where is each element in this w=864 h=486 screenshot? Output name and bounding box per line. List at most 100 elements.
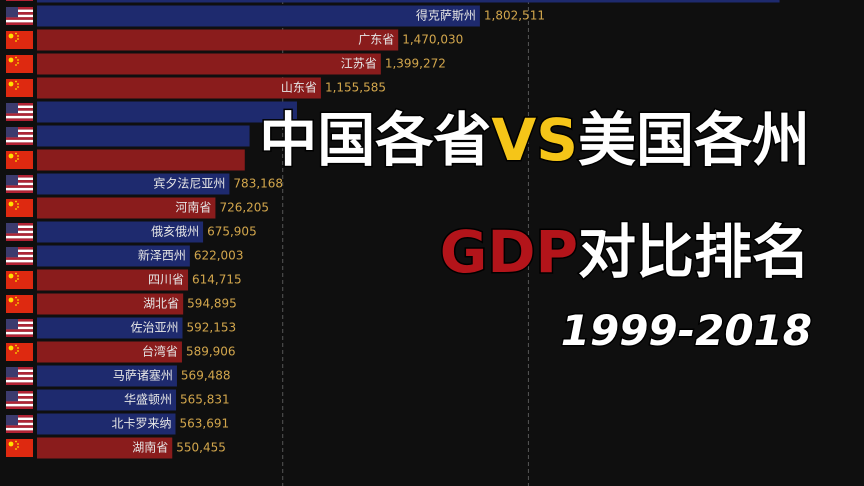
flag-star <box>17 275 19 277</box>
flag-star <box>15 448 17 450</box>
bar <box>37 197 216 219</box>
flag-stripe <box>6 129 33 133</box>
flag-star <box>17 83 19 85</box>
title-rest: 对比排名 <box>578 218 810 286</box>
bar-row: 湖北省 594,895 <box>6 293 237 315</box>
flag-field <box>6 295 33 313</box>
flag-stripe <box>6 7 33 10</box>
flag-stripe <box>6 235 33 239</box>
flag-star <box>15 160 17 162</box>
bar-row: 得克萨斯州 1,802,511 <box>6 5 545 27</box>
flag-icon <box>6 7 33 25</box>
flag-star <box>15 344 17 347</box>
flag-stripe <box>6 175 33 178</box>
flag-stripe <box>6 379 33 383</box>
flag-star <box>8 153 14 159</box>
bar-value-label: 614,715 <box>192 273 242 287</box>
flag-stripe <box>6 9 33 13</box>
flag-icon <box>6 151 33 169</box>
flag-stripe <box>6 139 33 143</box>
flag-star <box>17 446 19 448</box>
flag-stripe <box>6 374 33 378</box>
flag-canton <box>6 415 18 426</box>
flag-stripe <box>6 238 33 241</box>
bar <box>37 293 184 315</box>
flag-stripe <box>6 334 33 337</box>
bar-value-label: 1,155,585 <box>325 81 386 95</box>
flag-star <box>17 62 19 64</box>
flag-stripe <box>6 326 33 330</box>
flag-icon <box>6 175 33 193</box>
flag-star <box>17 155 19 157</box>
flag-stripe <box>6 398 33 402</box>
flag-stripe <box>6 19 33 23</box>
flag-canton <box>6 127 18 138</box>
bar-value-label: 563,691 <box>180 417 230 431</box>
flag-star <box>15 40 17 42</box>
flag-stripe <box>6 14 33 18</box>
bar <box>37 365 177 387</box>
bar-category-label: 华盛顿州 <box>124 392 172 407</box>
flag-star <box>15 272 17 275</box>
bar <box>37 173 230 195</box>
title-years: 1999-2018 <box>561 306 812 355</box>
bar-value-label: 569,488 <box>181 369 231 383</box>
flag-star <box>15 200 17 203</box>
flag-stripe <box>6 142 33 145</box>
flag-star <box>15 352 17 354</box>
flag-star <box>8 273 14 279</box>
bar <box>37 101 297 123</box>
flag-stripe <box>6 113 33 116</box>
flag-stripe <box>6 177 33 181</box>
flag-star <box>17 38 19 40</box>
flag-canton <box>6 7 18 18</box>
flag-icon <box>6 0 33 1</box>
flag-canton <box>6 319 18 330</box>
bar-category-label: 四川省 <box>148 273 184 287</box>
bar-category-label: 广东省 <box>358 33 394 47</box>
flag-icon <box>6 343 33 361</box>
flag-star <box>17 86 19 88</box>
bar-category-label: 得克萨斯州 <box>416 8 476 23</box>
flag-stripe <box>6 367 33 370</box>
flag-star <box>15 440 17 443</box>
flag-star <box>8 297 14 303</box>
flag-canton <box>6 103 18 114</box>
flag-icon <box>6 319 33 337</box>
flag-canton <box>6 175 18 186</box>
flag-star <box>15 152 17 155</box>
flag-stripe <box>6 415 33 418</box>
flag-icon <box>6 55 33 73</box>
flag-stripe <box>6 254 33 258</box>
flag-stripe <box>6 230 33 234</box>
flag-stripe <box>6 401 33 404</box>
bar-row: 佐治亚州 592,153 <box>6 317 237 339</box>
flag-icon <box>6 247 33 265</box>
flag-stripe <box>6 132 33 135</box>
flag-stripe <box>6 319 33 322</box>
flag-stripe <box>6 247 33 250</box>
flag-icon <box>6 295 33 313</box>
flag-stripe <box>6 190 33 193</box>
flag-field <box>6 271 33 289</box>
bar <box>37 437 173 459</box>
bar <box>37 317 183 339</box>
bar-category-label: 新泽西州 <box>138 248 186 263</box>
flag-stripe <box>6 108 33 111</box>
bar <box>37 5 480 27</box>
bar-value-label: 783,168 <box>233 177 283 191</box>
title-right: 美国各州 <box>578 106 810 174</box>
flag-icon <box>6 271 33 289</box>
flag-star <box>15 304 17 306</box>
flag-stripe <box>6 110 33 114</box>
flag-stripe <box>6 430 33 433</box>
bar-row: 北卡罗来纳 563,691 <box>6 413 230 435</box>
bar-category-label: 马萨诸塞州 <box>113 368 173 383</box>
bar-category-label: 山东省 <box>281 81 317 95</box>
bar-value-label: 592,153 <box>187 321 237 335</box>
title-line-1: 中国各省VS美国各州 <box>259 106 810 174</box>
flag-stripe <box>6 182 33 186</box>
flag-star <box>15 64 17 66</box>
flag-field <box>6 199 33 217</box>
